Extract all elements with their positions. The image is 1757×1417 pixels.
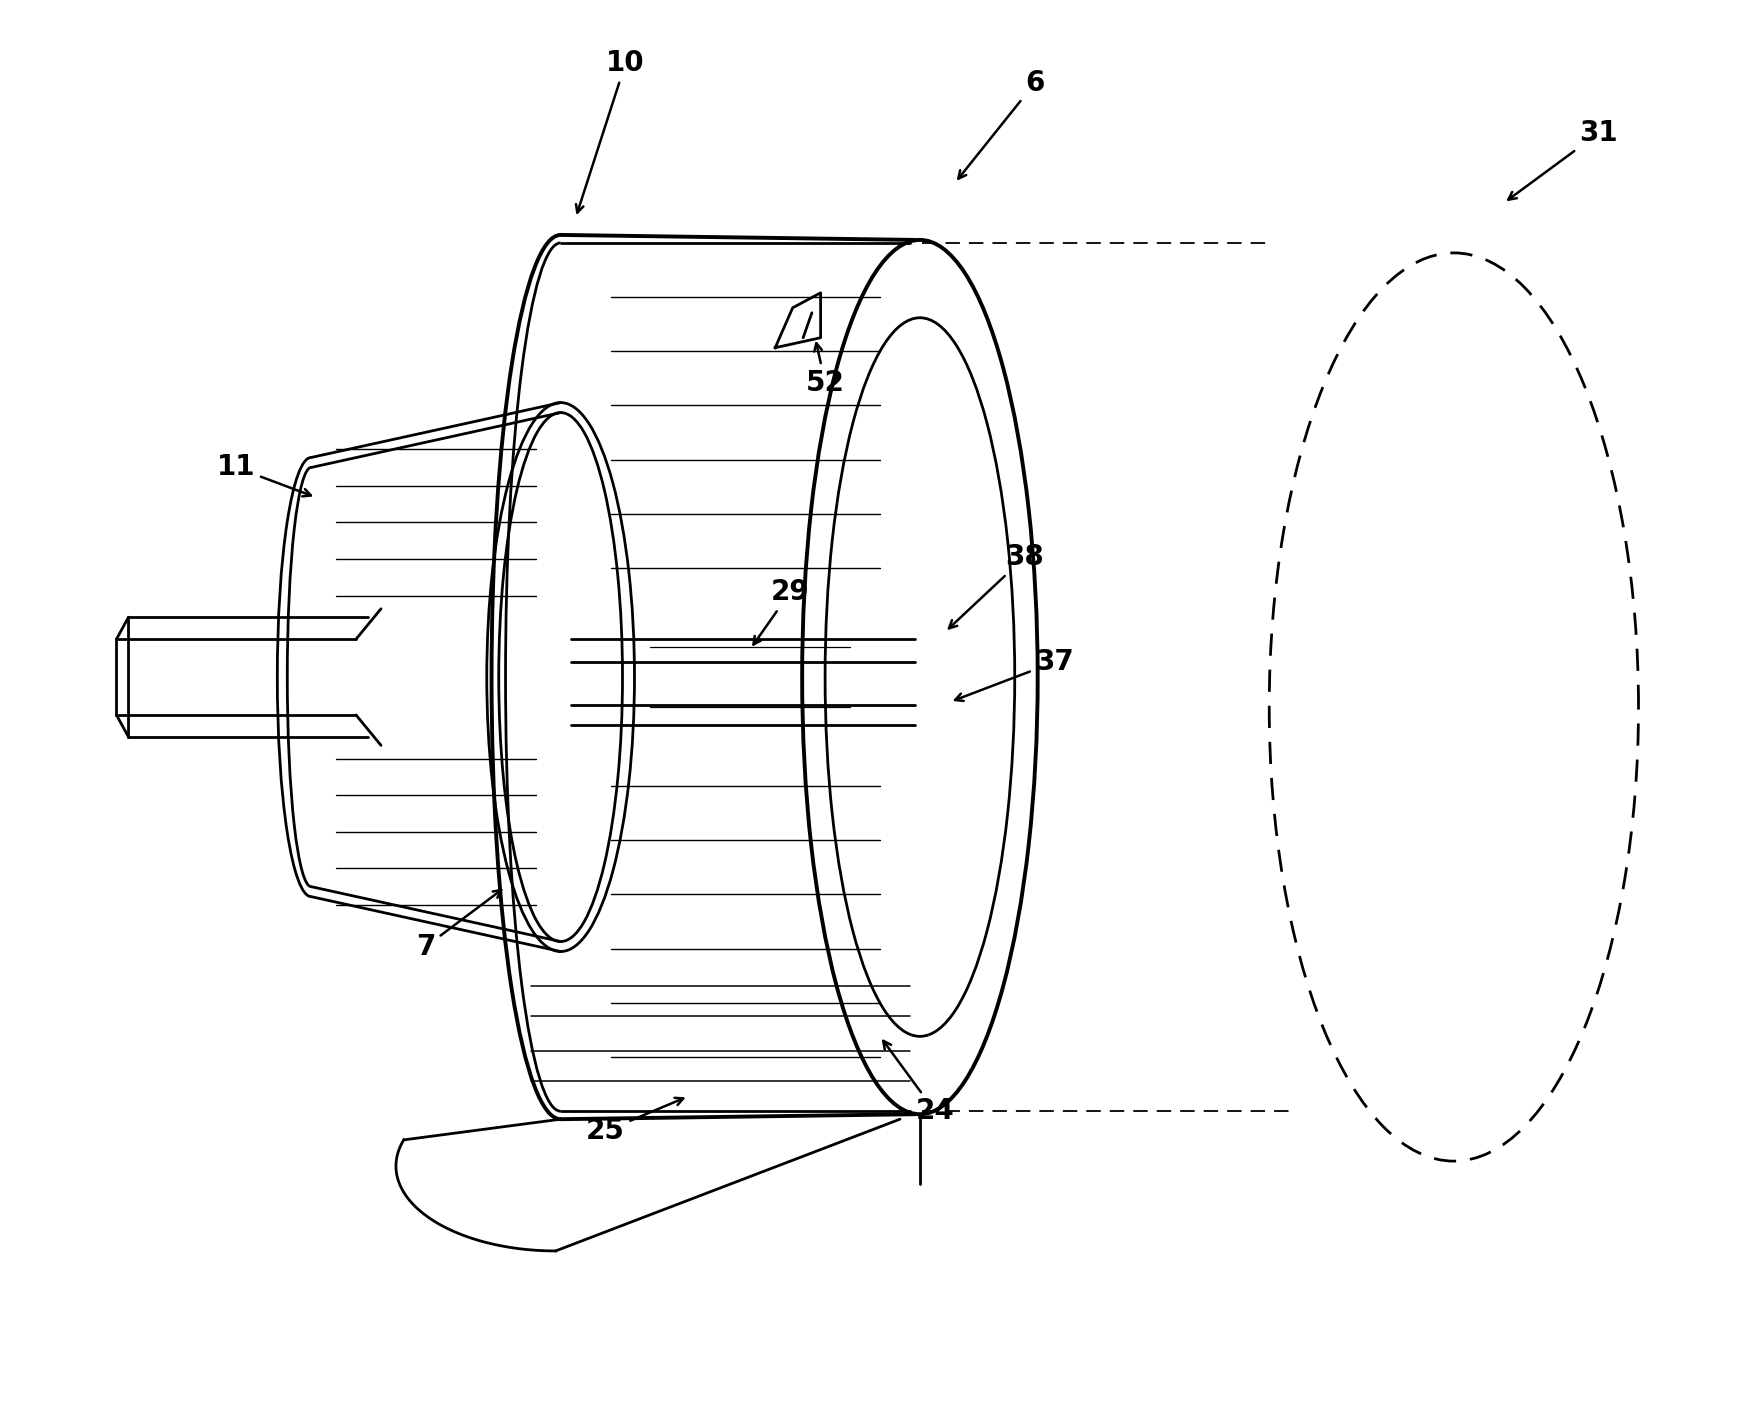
Text: 7: 7	[416, 890, 501, 961]
Text: 10: 10	[576, 50, 645, 213]
Text: 29: 29	[754, 578, 808, 645]
Text: 6: 6	[958, 69, 1044, 179]
Text: 31: 31	[1508, 119, 1616, 200]
Text: 24: 24	[882, 1041, 954, 1125]
Text: 38: 38	[949, 543, 1044, 628]
Text: 37: 37	[954, 648, 1074, 701]
Text: 52: 52	[805, 343, 843, 397]
Text: 25: 25	[585, 1098, 683, 1145]
Text: 11: 11	[216, 453, 311, 496]
